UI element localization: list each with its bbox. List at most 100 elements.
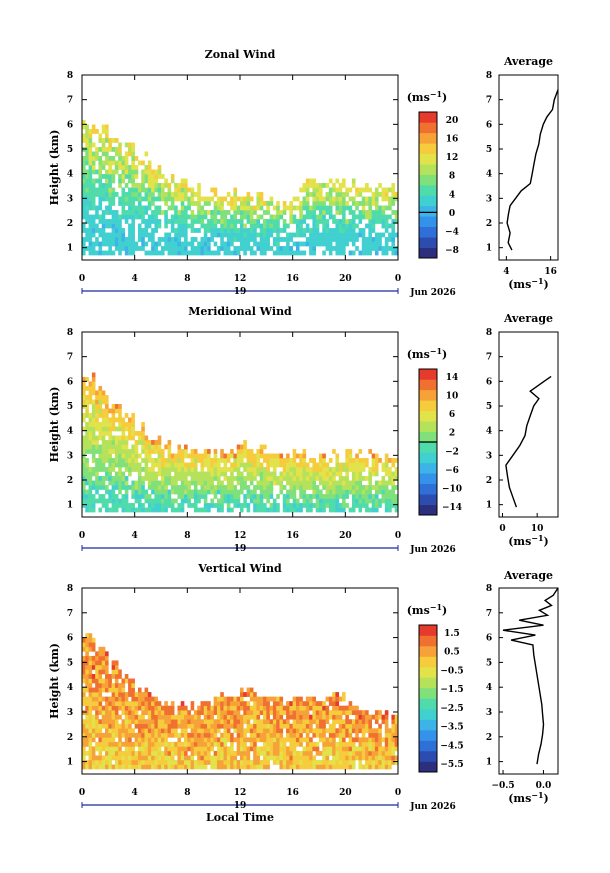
heatmap-cell <box>154 183 159 188</box>
heatmap-cell <box>345 237 349 242</box>
heatmap-cell <box>105 719 109 725</box>
heatmap-cell <box>101 669 106 675</box>
heatmap-cell <box>342 728 346 734</box>
heatmap-cell <box>355 453 359 459</box>
heatmap-cell <box>226 755 231 761</box>
heatmap-cell <box>187 759 191 765</box>
heatmap-cell <box>144 719 149 725</box>
heatmap-cell <box>305 732 310 738</box>
heatmap-cell <box>358 232 363 238</box>
heatmap-cell <box>141 210 145 215</box>
heatmap-cell <box>88 467 93 472</box>
heatmap-cell <box>381 192 386 197</box>
heatmap-cell <box>144 732 149 738</box>
heatmap-cell <box>236 710 241 716</box>
heatmap-cell <box>118 449 122 454</box>
heatmap-cell <box>180 746 185 752</box>
heatmap-cell <box>292 498 297 504</box>
heatmap-cell <box>365 485 369 490</box>
heatmap-cell <box>259 503 264 508</box>
heatmap-cell <box>302 196 307 202</box>
heatmap-cell <box>111 710 116 716</box>
heatmap-cell <box>114 408 119 414</box>
heatmap-cell <box>381 223 386 229</box>
heatmap-cell <box>289 205 293 211</box>
heatmap-cell <box>348 732 353 738</box>
heatmap-cell <box>295 764 300 770</box>
heatmap-cell <box>338 476 343 481</box>
heatmap-cell <box>101 723 106 729</box>
heatmap-cell <box>361 710 366 716</box>
heatmap-cell <box>85 138 89 143</box>
heatmap-cell <box>351 728 356 734</box>
heatmap-cell <box>101 232 106 238</box>
heatmap-cell <box>266 719 270 725</box>
heatmap-cell <box>207 489 211 495</box>
heatmap-cell <box>157 507 162 513</box>
heatmap-cell <box>82 160 86 166</box>
colorbar-segment <box>419 226 437 238</box>
heatmap-cell <box>272 705 277 711</box>
heatmap-cell <box>141 160 145 166</box>
heatmap-cell <box>351 710 356 716</box>
heatmap-cell <box>157 169 162 175</box>
heatmap-cell <box>101 250 106 256</box>
heatmap-cell <box>351 210 356 215</box>
heatmap-cell <box>325 246 330 251</box>
heatmap-cell <box>128 142 132 148</box>
heatmap-cell <box>98 426 103 432</box>
heatmap-cell <box>246 196 251 202</box>
heatmap-cell <box>200 723 205 729</box>
heatmap-cell <box>193 467 198 472</box>
heatmap-cell <box>345 494 349 499</box>
x-tick-label: 0 <box>79 788 85 798</box>
heatmap-cell <box>394 458 399 463</box>
heatmap-cell <box>335 750 340 756</box>
heatmap-cell <box>121 165 126 170</box>
heatmap-cell <box>233 458 238 463</box>
heatmap-cell <box>276 696 280 702</box>
heatmap-cell <box>325 196 330 202</box>
heatmap-cell <box>358 219 363 224</box>
heatmap-cell <box>118 444 122 450</box>
heatmap-cell <box>95 228 99 233</box>
heatmap-cell <box>315 714 320 720</box>
heatmap-cell <box>161 480 165 486</box>
heatmap-cell <box>88 471 93 477</box>
heatmap-cell <box>355 232 359 238</box>
heatmap-cell <box>200 710 205 716</box>
heatmap-cell <box>170 503 175 508</box>
heatmap-cell <box>223 701 228 706</box>
heatmap-cell <box>216 476 221 481</box>
heatmap-cell <box>325 476 330 481</box>
heatmap-cell <box>131 250 135 256</box>
heatmap-cell <box>233 498 238 504</box>
heatmap-cell <box>98 683 103 688</box>
heatmap-cell <box>305 746 310 752</box>
heatmap-cell <box>246 723 251 729</box>
heatmap-cell <box>154 462 159 468</box>
heatmap-cell <box>312 701 317 706</box>
heatmap-cell <box>134 449 139 454</box>
heatmap-cell <box>328 485 333 490</box>
heatmap-cell <box>187 250 191 256</box>
heatmap-cell <box>269 485 274 490</box>
heatmap-cell <box>305 210 310 215</box>
heatmap-cell <box>91 192 96 197</box>
heatmap-cell <box>114 480 119 486</box>
heatmap-cell <box>342 723 346 729</box>
heatmap-cell <box>85 728 89 734</box>
heatmap-cell <box>118 489 122 495</box>
heatmap-cell <box>98 728 103 734</box>
heatmap-cell <box>256 232 261 238</box>
heatmap-cell <box>351 507 356 513</box>
heatmap-cell <box>131 232 135 238</box>
heatmap-cell <box>279 489 284 495</box>
heatmap-cell <box>361 719 366 725</box>
heatmap-cell <box>88 431 93 436</box>
heatmap-cell <box>348 187 353 193</box>
heatmap-cell <box>121 471 126 477</box>
heatmap-cell <box>105 714 109 720</box>
heatmap-cell <box>272 498 277 504</box>
heatmap-cell <box>378 764 382 770</box>
